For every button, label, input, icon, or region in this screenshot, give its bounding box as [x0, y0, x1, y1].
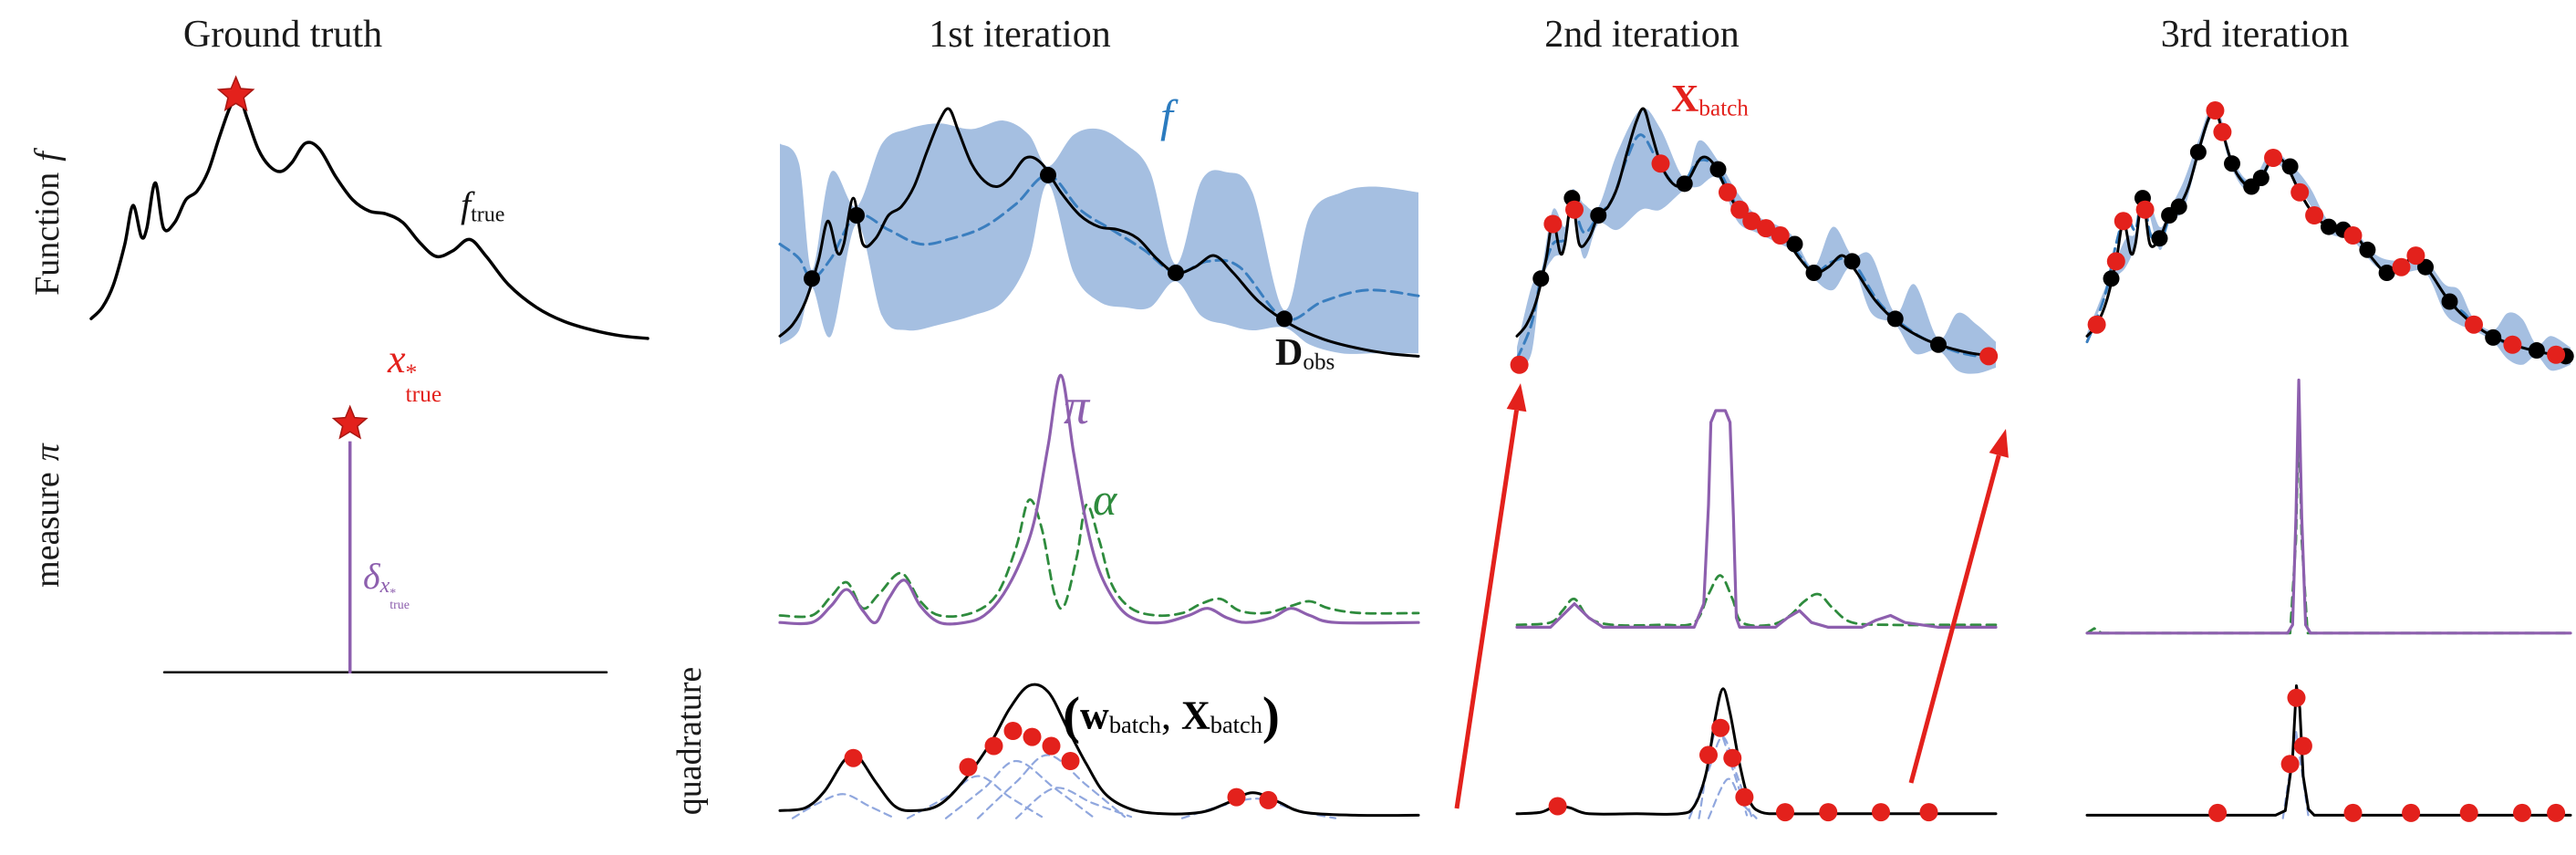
row-label-function-word: Function	[28, 172, 67, 296]
column-title-ground-truth: Ground truth	[182, 14, 383, 56]
x-batch-label: Xbatch	[1671, 80, 1749, 120]
row-label-measure: measure π	[27, 443, 68, 588]
x-batch-sub: batch	[1698, 96, 1749, 121]
row-label-function: Function f	[27, 151, 68, 296]
delta-sub-sup: *	[390, 586, 397, 600]
panel-iter3-measure-acquisition	[2085, 378, 2572, 646]
d-obs-sub: obs	[1303, 349, 1335, 375]
row-label-measure-symbol: π	[28, 443, 67, 462]
pi-label: π	[1064, 381, 1089, 433]
tuple-separator: ,	[1160, 693, 1181, 738]
column-title-1st-iteration: 1st iteration	[929, 14, 1111, 56]
x-star-sub: true	[405, 380, 442, 407]
x-star-scripts: * true	[405, 358, 442, 407]
tuple-open-paren: (	[1063, 687, 1081, 745]
batch-tuple-label: (wbatch, Xbatch)	[1063, 690, 1280, 742]
tuple-x-sub: batch	[1210, 711, 1262, 739]
panel-iter2-quadrature	[1515, 671, 1998, 822]
delta-sub-scripts: * true	[390, 586, 410, 612]
alpha-label: α	[1093, 476, 1117, 522]
panel-iter3-quadrature	[2085, 671, 2572, 822]
x-star-base: x	[388, 337, 406, 381]
tuple-x: X	[1180, 693, 1210, 738]
x-star-true-label: x * true	[388, 337, 442, 407]
gp-f-label: f	[1160, 93, 1173, 139]
panel-ground-truth-measure	[162, 383, 608, 673]
row-label-measure-word: measure	[28, 472, 67, 588]
column-title-3rd-iteration: 3rd iteration	[2160, 14, 2350, 56]
panel-iter1-gp-posterior	[778, 100, 1420, 388]
delta-subscript: x * true	[379, 574, 410, 611]
tuple-close-paren: )	[1262, 687, 1280, 745]
f-true-sub: true	[471, 203, 505, 227]
panel-iter2-measure-acquisition	[1515, 409, 1998, 646]
d-obs-base: D	[1275, 332, 1304, 374]
tuple-w-sub: batch	[1108, 711, 1161, 739]
row-label-quadrature-word: quadrature	[670, 666, 709, 816]
panel-iter3-gp-posterior	[2085, 100, 2574, 388]
f-true-base: f	[461, 184, 472, 225]
panel-iter2-gp-posterior	[1510, 100, 1999, 388]
pi-symbol: π	[1064, 379, 1090, 435]
row-label-function-symbol: f	[28, 151, 67, 162]
row-label-quadrature: quadrature	[670, 667, 710, 815]
delta-sub-x: x	[379, 574, 390, 599]
tuple-w: w	[1080, 693, 1109, 738]
delta-sub-sub: true	[390, 598, 410, 612]
x-star-sup: *	[405, 358, 418, 385]
x-batch-base: X	[1671, 78, 1699, 120]
panel-iter1-measure-acquisition	[778, 373, 1420, 646]
f-true-label: ftrue	[461, 184, 505, 227]
alpha-symbol: α	[1093, 474, 1117, 525]
d-obs-label: Dobs	[1275, 334, 1335, 374]
gp-f-symbol: f	[1160, 90, 1173, 141]
panel-ground-truth-function	[89, 75, 649, 370]
panel-iter1-quadrature	[778, 671, 1420, 821]
delta-x-star-label: δx * true	[363, 556, 410, 612]
column-title-2nd-iteration: 2nd iteration	[1544, 14, 1740, 56]
delta-symbol: δ	[363, 556, 380, 597]
